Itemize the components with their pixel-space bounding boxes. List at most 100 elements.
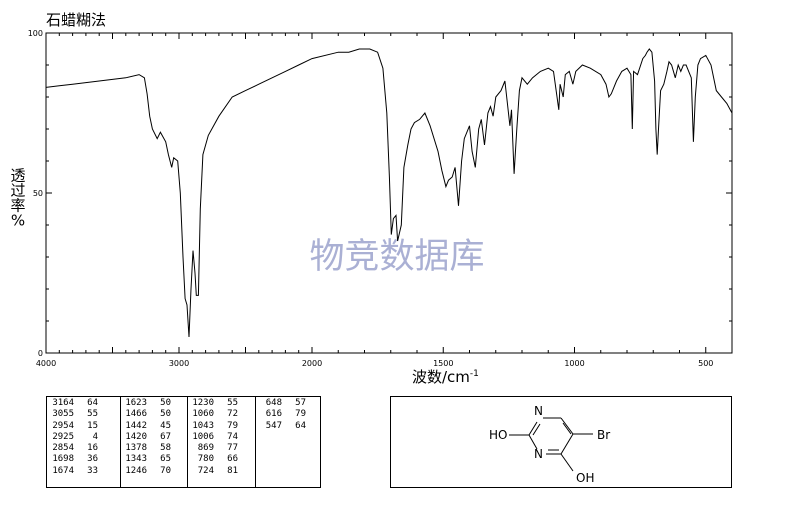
series-group <box>45 48 733 338</box>
peak-transmittance: 79 <box>295 409 306 420</box>
peak-row: 1623 50 <box>120 398 187 409</box>
bond-c4-o <box>560 453 574 472</box>
peak-transmittance: 36 <box>87 454 98 465</box>
peak-wavenumber: 2854 <box>52 443 74 454</box>
peak-table-column: 1623 50 1466 50 1442 45 1420 67 1378 58 1343 65 1246… <box>120 397 188 487</box>
peak-row: 547 64 <box>255 421 320 432</box>
peak-wavenumber: 1466 <box>125 409 147 420</box>
peak-row: 3055 55 <box>47 409 120 420</box>
molecular-structure: N N HO Br OH <box>390 396 732 488</box>
peak-wavenumber: 648 <box>265 398 282 408</box>
peak-transmittance: 64 <box>295 420 306 431</box>
peak-row: 780 66 <box>187 454 255 465</box>
y-tick-label: 100 <box>28 29 43 38</box>
bond-c6-c5 <box>560 417 574 435</box>
n1-label: N <box>534 404 543 418</box>
watermark-text: 物竞数据库 <box>309 237 484 277</box>
peak-row: 1230 55 <box>187 398 255 409</box>
ho-label: HO <box>489 428 507 442</box>
peak-transmittance: 50 <box>160 398 171 408</box>
peak-transmittance: 70 <box>160 465 171 476</box>
peak-row: 1060 72 <box>187 409 255 420</box>
peak-row: 1698 36 <box>47 454 120 465</box>
peak-wavenumber: 1378 <box>125 443 147 454</box>
y-axis-label: 透过率% <box>10 167 25 230</box>
peak-transmittance: 77 <box>227 443 238 454</box>
peak-transmittance: 58 <box>160 443 171 454</box>
peak-row: 1246 70 <box>120 466 187 477</box>
x-tick-label: 4000 <box>36 359 56 368</box>
peak-row: 1343 65 <box>120 454 187 465</box>
peak-wavenumber: 2925 <box>52 431 74 442</box>
peak-transmittance: 55 <box>227 398 238 408</box>
peak-row: 2925 4 <box>47 432 120 443</box>
peak-transmittance: 66 <box>227 454 238 465</box>
y-tick-label: 0 <box>38 349 43 358</box>
peak-wavenumber: 2954 <box>52 420 74 431</box>
bond-c2-n1 <box>528 421 538 436</box>
peak-wavenumber: 1246 <box>125 465 147 476</box>
peak-wavenumber: 1043 <box>192 420 214 431</box>
structure-drawing: N N HO Br OH <box>489 404 610 485</box>
peak-wavenumber: 1343 <box>125 454 147 465</box>
peak-row: 1674 33 <box>47 466 120 477</box>
peak-transmittance: 15 <box>87 420 98 431</box>
peak-row: 2854 16 <box>47 443 120 454</box>
peak-transmittance: 57 <box>295 398 306 408</box>
peak-transmittance: 72 <box>227 409 238 420</box>
peak-row: 616 79 <box>255 409 320 420</box>
peak-table: 3164 64 3055 55 2954 15 2925 4 2854 16 1698 36 1674 3… <box>46 396 321 488</box>
n3-label: N <box>534 447 543 461</box>
bond-c6-c5-double <box>562 422 572 435</box>
peak-wavenumber: 1623 <box>125 398 147 408</box>
peak-row: 3164 64 <box>47 398 120 409</box>
peak-table-column: 1230 55 1060 72 1043 79 1006 74 869 77 780 66 724 81 <box>187 397 256 487</box>
peak-wavenumber: 780 <box>197 454 214 465</box>
peak-transmittance: 50 <box>160 409 171 420</box>
peak-transmittance: 74 <box>227 431 238 442</box>
peak-row: 1006 74 <box>187 432 255 443</box>
oh-label: OH <box>576 471 594 485</box>
peak-wavenumber: 1060 <box>192 409 214 420</box>
peak-wavenumber: 616 <box>265 409 282 420</box>
peak-row: 1378 58 <box>120 443 187 454</box>
peak-transmittance: 65 <box>160 454 171 465</box>
peak-transmittance: 79 <box>227 420 238 431</box>
peak-wavenumber: 1674 <box>52 465 74 476</box>
peak-transmittance: 33 <box>87 465 98 476</box>
chart-title: 石蜡糊法 <box>46 11 106 29</box>
peak-transmittance: 4 <box>92 431 98 442</box>
peak-row: 648 57 <box>255 398 320 409</box>
peak-wavenumber: 869 <box>197 443 214 454</box>
ring-bonds <box>509 417 593 472</box>
x-tick-label: 500 <box>698 359 713 368</box>
peak-table-column: 3164 64 3055 55 2954 15 2925 4 2854 16 1698 36 1674 3… <box>47 397 121 487</box>
peak-wavenumber: 547 <box>265 420 282 431</box>
peak-row: 2954 15 <box>47 421 120 432</box>
peak-wavenumber: 1420 <box>125 431 147 442</box>
peak-transmittance: 67 <box>160 431 171 442</box>
peak-wavenumber: 1006 <box>192 431 214 442</box>
x-tick-label: 1500 <box>433 359 453 368</box>
x-tick-label: 3000 <box>169 359 189 368</box>
peak-transmittance: 81 <box>227 465 238 476</box>
br-label: Br <box>597 428 610 442</box>
peak-wavenumber: 1442 <box>125 420 147 431</box>
peak-row: 1442 45 <box>120 421 187 432</box>
peak-wavenumber: 1230 <box>192 398 214 408</box>
plot-frame <box>45 32 733 354</box>
peak-transmittance: 16 <box>87 443 98 454</box>
axes <box>45 32 733 354</box>
peak-row: 1043 79 <box>187 421 255 432</box>
peak-row: 1420 67 <box>120 432 187 443</box>
peak-row: 869 77 <box>187 443 255 454</box>
peak-row: 724 81 <box>187 466 255 477</box>
tick-labels: 4000 3000 2000 1500 1000 500 0 50 100 <box>28 29 714 368</box>
x-tick-label: 2000 <box>302 359 322 368</box>
bond-c2-n1-double <box>532 423 541 436</box>
y-tick-label: 50 <box>33 189 43 198</box>
peak-transmittance: 64 <box>87 398 98 408</box>
peak-wavenumber: 3055 <box>52 409 74 420</box>
peak-transmittance: 55 <box>87 409 98 420</box>
